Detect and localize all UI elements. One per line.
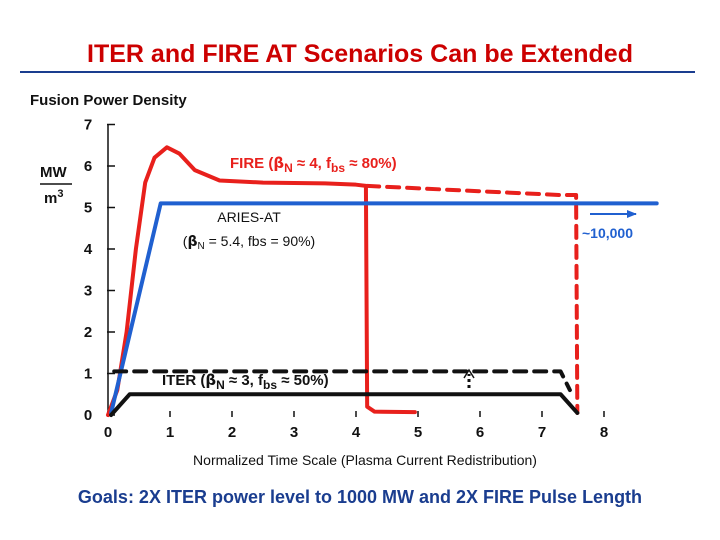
plot-series	[106, 145, 659, 417]
iter-upgrade-arrowhead	[463, 368, 475, 379]
fire-annotation: FIRE (βN ≈ 4, fbs ≈ 80%)	[230, 154, 397, 175]
x-axis-ticks: 0 1 2 3 4 5 6 7 8	[104, 411, 608, 441]
x-tick-label: 4	[352, 424, 361, 441]
x-tick-label: 7	[538, 424, 546, 441]
x-tick-label: 6	[476, 424, 484, 441]
y-tick-label: 1	[84, 366, 92, 383]
svg-text:m3: m3	[44, 188, 63, 207]
y-axis-label: MW m3	[40, 164, 72, 207]
chart-title: Fusion Power Density	[30, 92, 187, 109]
aries-annotation-line2: (βN = 5.4, fbs = 90%)	[183, 233, 315, 252]
y-tick-label: 0	[84, 407, 92, 424]
y-tick-label: 3	[84, 283, 92, 300]
aries-annotation: ARIES-AT (βN = 5.4, fbs = 90%)	[183, 209, 315, 252]
title-underline	[20, 71, 695, 73]
x-tick-label: 5	[414, 424, 422, 441]
x-tick-label: 1	[166, 424, 174, 441]
y-axis-ticks: 0 1 2 3 4 5 6 7	[84, 117, 115, 424]
y-tick-label: 4	[84, 241, 93, 258]
aries-arrow-label: ~10,000	[582, 225, 633, 241]
aries-annotation-line1: ARIES-AT	[217, 209, 281, 225]
series-fire-extended	[365, 183, 580, 415]
y-tick-label: 7	[84, 117, 92, 134]
series-fire	[106, 145, 417, 417]
x-tick-label: 8	[600, 424, 608, 441]
series-iter-extended	[112, 369, 572, 393]
series-iter	[109, 392, 580, 417]
series-aries-at	[109, 201, 659, 415]
slide-title: ITER and FIRE AT Scenarios Can be Extend…	[87, 40, 633, 68]
x-tick-label: 0	[104, 424, 112, 441]
y-tick-label: 2	[84, 324, 92, 341]
slide-footer: Goals: 2X ITER power level to 1000 MW an…	[77, 487, 643, 507]
y-tick-label: 5	[84, 200, 92, 217]
y-label-exponent: 3	[57, 188, 63, 200]
y-label-denominator: m	[44, 190, 57, 207]
y-label-numerator: MW	[40, 164, 67, 181]
y-tick-label: 6	[84, 158, 92, 175]
x-axis-label: Normalized Time Scale (Plasma Current Re…	[193, 452, 537, 468]
x-tick-label: 3	[290, 424, 298, 441]
x-tick-label: 2	[228, 424, 236, 441]
iter-annotation: ITER (βN ≈ 3, fbs ≈ 50%)	[162, 371, 329, 392]
